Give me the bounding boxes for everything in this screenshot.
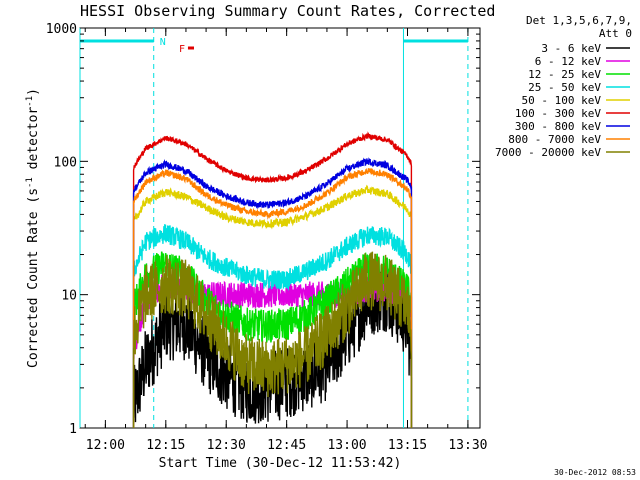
x-axis: 12:00 12:15 12:30 12:45 13:00 13:15 13:30 — [84, 28, 487, 453]
series-lines — [132, 131, 413, 428]
x-tick-label: 12:45 — [267, 438, 306, 453]
legend-label: 800 - 7000 keV — [508, 133, 601, 146]
x-tick-label: 12:30 — [207, 438, 246, 453]
legend-label: 50 - 100 keV — [522, 94, 602, 107]
flag-label: N — [160, 37, 166, 48]
series-line — [132, 168, 413, 428]
series-line — [132, 184, 413, 428]
y-axis-label-sup2: -1 — [25, 96, 35, 107]
legend-label: 3 - 6 keV — [541, 42, 601, 55]
series-line — [132, 224, 413, 428]
y-axis-label-sup1: -1 — [25, 177, 35, 188]
series-line — [132, 157, 413, 428]
y-tick-label: 1000 — [46, 22, 77, 37]
legend-label: 12 - 25 keV — [528, 68, 601, 81]
x-tick-label: 13:00 — [327, 438, 366, 453]
flag-label: F — [179, 44, 185, 55]
footer-timestamp: 30-Dec-2012 08:53 — [554, 468, 636, 477]
flag-bars: NF — [80, 37, 468, 55]
legend-label: 25 - 50 keV — [528, 81, 601, 94]
y-axis-label-mid: detector — [26, 107, 41, 178]
legend-header-line1: Det 1,3,5,6,7,9, — [526, 14, 632, 27]
x-tick-label: 13:15 — [388, 438, 427, 453]
legend-label: 100 - 300 keV — [515, 107, 601, 120]
legend-header-line2: Att 0 — [599, 27, 632, 40]
legend-label: 300 - 800 keV — [515, 120, 601, 133]
y-axis: 1 10 100 1000 — [46, 22, 480, 437]
series-line — [132, 251, 413, 428]
y-tick-label: 100 — [54, 155, 77, 170]
x-tick-label: 13:30 — [448, 438, 487, 453]
chart-title: HESSI Observing Summary Count Rates, Cor… — [80, 2, 495, 20]
legend-label: 7000 - 20000 keV — [495, 146, 601, 159]
x-tick-label: 12:15 — [146, 438, 185, 453]
y-tick-label: 10 — [61, 289, 77, 304]
series-line — [132, 131, 413, 428]
y-axis-label: Corrected Count Rate (s-1 detector-1) — [25, 88, 41, 368]
x-tick-label: 12:00 — [86, 438, 125, 453]
y-tick-label: 1 — [69, 422, 77, 437]
y-axis-label-main: Corrected Count Rate (s — [26, 188, 41, 368]
legend-label: 6 - 12 keV — [535, 55, 602, 68]
y-axis-label-end: ) — [26, 88, 41, 96]
x-axis-label: Start Time (30-Dec-12 11:53:42) — [159, 456, 402, 471]
